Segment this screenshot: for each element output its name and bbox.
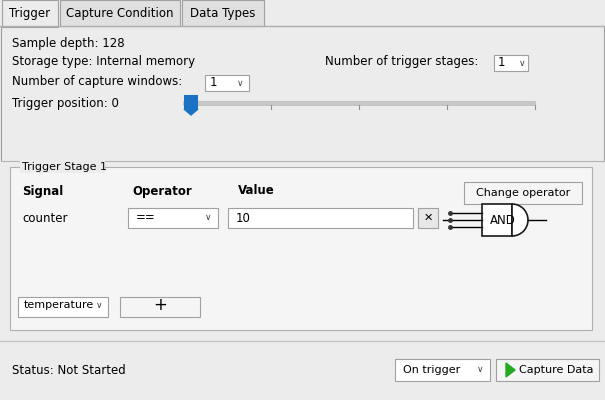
Text: Trigger Stage 1: Trigger Stage 1 (22, 162, 107, 172)
Bar (18, 297, 108, 317)
Bar (184, 95, 198, 109)
Bar (120, 297, 200, 317)
Text: Status: Not Started: Status: Not Started (12, 364, 126, 376)
Bar (183, 101, 535, 105)
Bar (482, 204, 512, 236)
Text: +: + (153, 296, 167, 314)
Bar (0, 340, 605, 400)
Text: ∨: ∨ (477, 366, 483, 374)
Bar (418, 208, 438, 228)
Bar (20, 160, 105, 173)
Text: Operator: Operator (132, 184, 192, 198)
Text: temperature: temperature (24, 300, 94, 310)
Text: counter: counter (22, 212, 68, 224)
Text: ∨: ∨ (237, 78, 243, 88)
Text: Storage type: Internal memory: Storage type: Internal memory (12, 56, 195, 68)
Bar (2, 0, 58, 27)
Bar (10, 167, 592, 330)
Text: Capture Data: Capture Data (519, 365, 594, 375)
Text: ∨: ∨ (96, 300, 102, 310)
Polygon shape (184, 109, 198, 115)
Text: On trigger: On trigger (403, 365, 460, 375)
Bar (60, 0, 180, 26)
Text: ✕: ✕ (424, 213, 433, 223)
Text: ∨: ∨ (204, 214, 211, 222)
Bar (228, 208, 413, 228)
Text: AND: AND (490, 214, 516, 226)
Bar (395, 359, 490, 381)
Bar (496, 359, 599, 381)
Text: Number of capture windows:: Number of capture windows: (12, 76, 182, 88)
Polygon shape (506, 363, 515, 377)
Text: Trigger position: 0: Trigger position: 0 (12, 96, 119, 110)
Bar (182, 0, 264, 26)
Text: Sample depth: 128: Sample depth: 128 (12, 36, 125, 50)
Text: ==: == (136, 212, 155, 224)
Text: Change operator: Change operator (476, 188, 570, 198)
Text: 10: 10 (236, 212, 251, 224)
Text: Capture Condition: Capture Condition (67, 6, 174, 20)
Text: Value: Value (238, 184, 275, 198)
Text: Signal: Signal (22, 184, 64, 198)
Text: Data Types: Data Types (191, 6, 256, 20)
Text: 1: 1 (498, 56, 506, 70)
Text: Trigger: Trigger (10, 7, 51, 20)
Bar (1, 26, 604, 161)
Wedge shape (512, 204, 528, 236)
Text: ∨: ∨ (518, 58, 525, 68)
Text: 1: 1 (210, 76, 218, 90)
Bar (494, 55, 528, 71)
Bar (128, 208, 218, 228)
Bar (464, 182, 582, 204)
Text: Number of trigger stages:: Number of trigger stages: (325, 56, 479, 68)
Bar (205, 75, 249, 91)
